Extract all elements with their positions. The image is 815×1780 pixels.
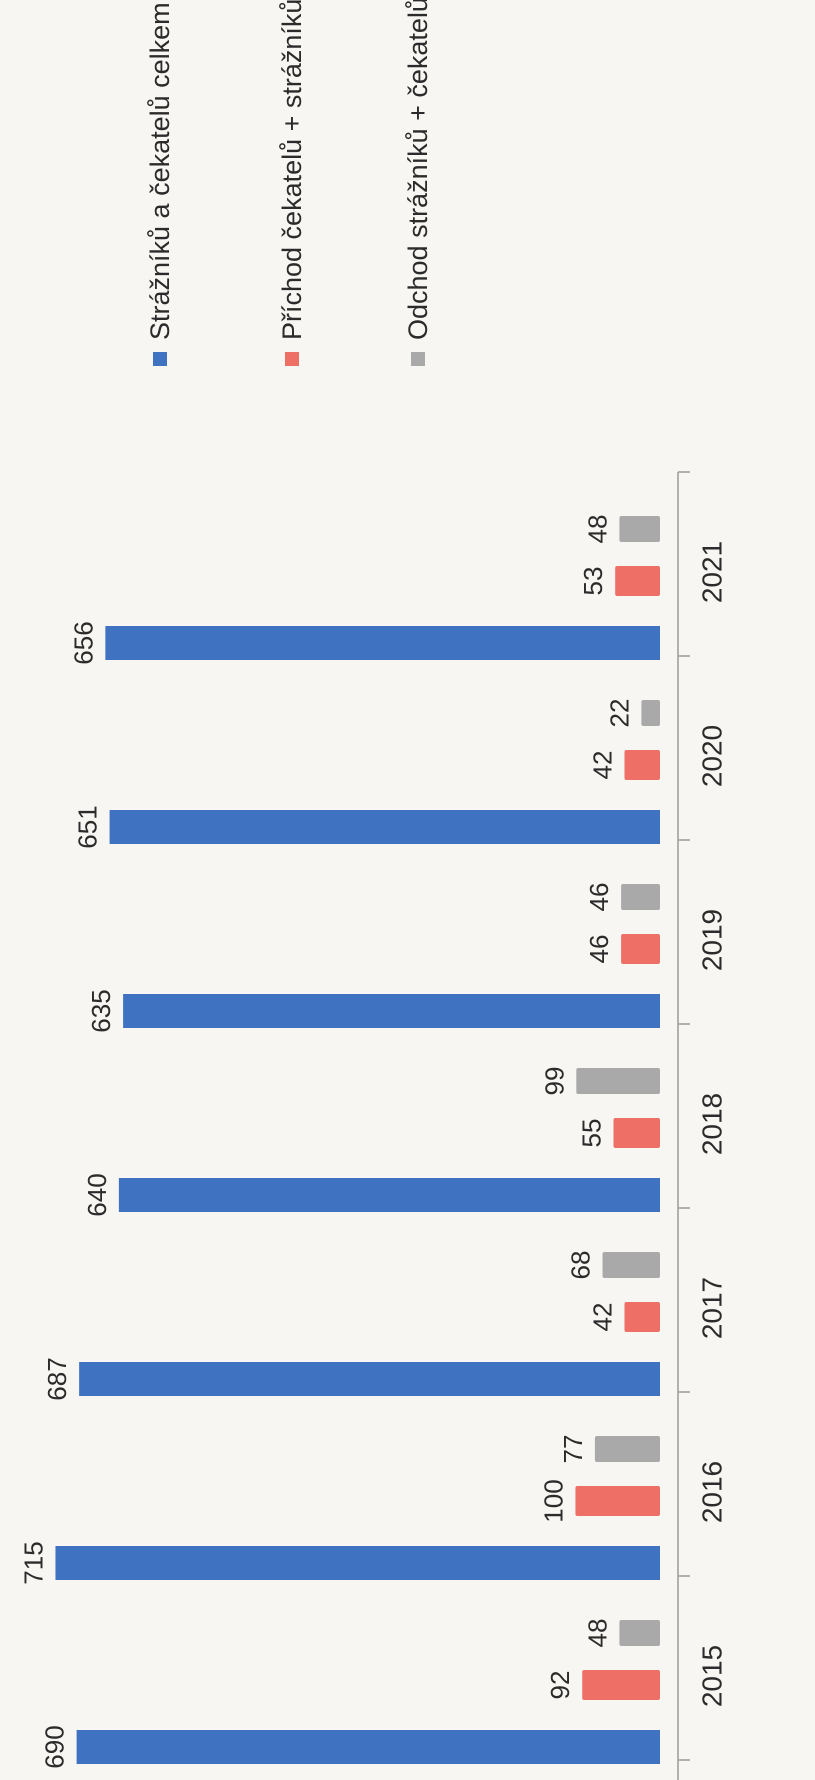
bar-departures-2015 <box>619 1620 660 1646</box>
bar-total-2020 <box>109 810 661 844</box>
data-label: 651 <box>73 805 103 848</box>
data-label: 640 <box>82 1173 112 1216</box>
bar-departures-2016 <box>594 1436 660 1462</box>
bar-departures-2017 <box>602 1252 660 1278</box>
bar-arrivals-2021 <box>615 566 660 596</box>
tick-labels-group: 2015 2016 2017 2018 2019 2020 2021 <box>697 541 728 1707</box>
bar-departures-2021 <box>619 516 660 542</box>
bar-total-2017 <box>79 1362 661 1396</box>
data-label: 48 <box>582 1619 612 1648</box>
legend: Strážníků a čekatelů celkem Příchod čekat… <box>145 0 433 366</box>
data-labels-group: 6909248715100776874268640559963546466514… <box>18 515 634 1769</box>
data-label: 53 <box>578 567 608 596</box>
bar-arrivals-2017 <box>624 1302 660 1332</box>
data-label: 656 <box>68 621 98 664</box>
bar-total-2018 <box>118 1178 660 1212</box>
data-label: 687 <box>42 1357 72 1400</box>
data-label: 22 <box>604 699 634 728</box>
data-label: 100 <box>538 1479 568 1522</box>
legend-swatch <box>285 352 299 366</box>
category-tick-label: 2020 <box>697 725 728 787</box>
data-label: 99 <box>539 1067 569 1096</box>
category-tick-label: 2018 <box>697 1093 728 1155</box>
bar-arrivals-2015 <box>582 1670 660 1700</box>
legend-swatch <box>153 352 167 366</box>
bar-total-2016 <box>55 1546 660 1580</box>
bar-arrivals-2020 <box>624 750 660 780</box>
data-label: 42 <box>587 751 617 780</box>
bar-arrivals-2018 <box>613 1118 660 1148</box>
category-tick-label: 2021 <box>697 541 728 603</box>
data-label: 68 <box>566 1251 596 1280</box>
axis-group <box>677 471 690 1780</box>
data-label: 48 <box>582 515 612 544</box>
data-label: 46 <box>584 883 614 912</box>
bar-total-2019 <box>123 994 661 1028</box>
bar-departures-2018 <box>576 1068 660 1094</box>
category-tick-label: 2019 <box>697 909 728 971</box>
legend-swatch <box>411 352 425 366</box>
bar-total-2021 <box>105 626 661 660</box>
bar-departures-2020 <box>641 700 660 726</box>
legend-label: Příchod čekatelů + strážníků <box>277 0 307 340</box>
data-label: 635 <box>86 989 116 1032</box>
bar-total-2015 <box>76 1730 661 1764</box>
bars-group <box>55 516 661 1764</box>
data-label: 46 <box>584 935 614 964</box>
data-label: 55 <box>576 1119 606 1148</box>
data-label: 715 <box>18 1541 48 1584</box>
bar-arrivals-2016 <box>575 1486 660 1516</box>
data-label: 77 <box>558 1435 588 1464</box>
category-tick-label: 2017 <box>697 1277 728 1339</box>
legend-label: Odchod strážníků + čekatelů <box>403 0 433 340</box>
legend-label: Strážníků a čekatelů celkem <box>145 2 175 340</box>
data-label: 690 <box>40 1725 70 1768</box>
data-label: 92 <box>545 1671 575 1700</box>
data-label: 42 <box>587 1303 617 1332</box>
category-tick-label: 2015 <box>697 1645 728 1707</box>
category-tick-label: 2016 <box>697 1461 728 1523</box>
bar-arrivals-2019 <box>621 934 660 964</box>
bar-departures-2019 <box>621 884 660 910</box>
